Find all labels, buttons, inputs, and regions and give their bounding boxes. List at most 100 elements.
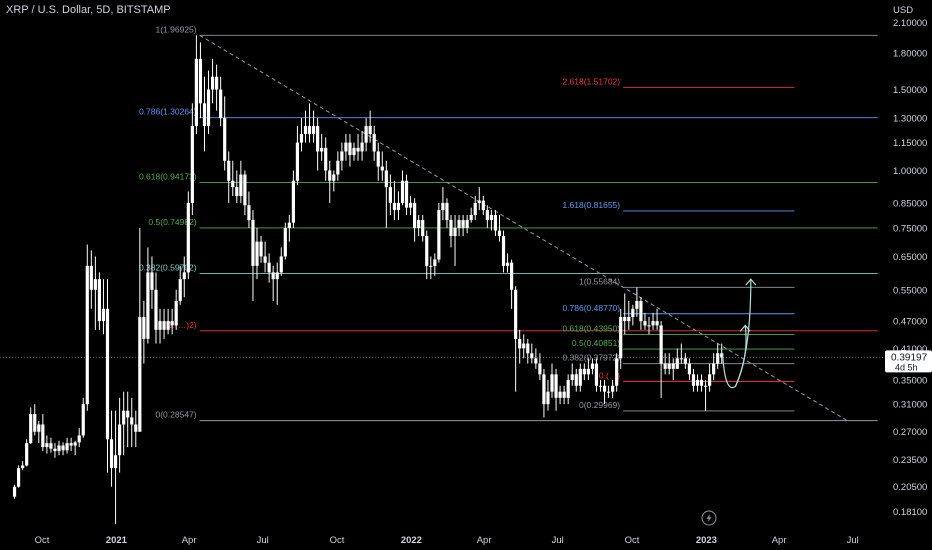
candle	[336, 151, 340, 181]
candle-body	[174, 300, 178, 326]
candle	[198, 42, 203, 119]
candle-body	[550, 374, 554, 392]
candle-body	[481, 200, 485, 211]
candle-body	[703, 385, 708, 387]
candle-body	[501, 236, 506, 266]
candle	[578, 363, 582, 392]
candle-body	[400, 180, 405, 203]
candle	[231, 160, 235, 196]
fib-level-label: 0.382(0.59702)	[139, 262, 197, 272]
candle-body	[186, 202, 190, 273]
candle-body	[453, 227, 457, 237]
y-tick-label: 0.27000	[893, 427, 927, 438]
fib-retracement-major[interactable]: 1(1.96925) 0.786(1.30264) 0.618(0.94173) 0.…	[139, 24, 878, 422]
candle	[449, 215, 453, 248]
candle	[93, 256, 97, 330]
candle-body	[598, 385, 603, 387]
candle-body	[376, 151, 380, 167]
lightning-icon[interactable]	[701, 510, 717, 526]
candle-body	[259, 241, 263, 257]
candle	[469, 207, 473, 223]
candle	[16, 465, 21, 488]
candle-body	[231, 180, 235, 188]
candle-body	[109, 439, 114, 469]
candle-body	[320, 147, 324, 152]
candle	[651, 312, 655, 330]
candle	[219, 76, 223, 126]
candle-body	[477, 200, 481, 203]
candle-body	[267, 262, 271, 273]
candle	[77, 428, 81, 448]
candle	[21, 461, 25, 470]
candle	[400, 170, 405, 206]
candle	[263, 241, 267, 273]
candle	[12, 484, 17, 499]
candle	[611, 379, 615, 398]
candle-body	[489, 215, 493, 221]
y-tick-label: 0.47000	[893, 317, 927, 328]
candle	[445, 198, 449, 228]
candle	[178, 265, 182, 305]
candle-body	[227, 160, 231, 181]
candle-body	[546, 391, 550, 405]
candle	[558, 385, 562, 405]
candle	[720, 343, 724, 364]
candle	[348, 134, 352, 167]
candle	[376, 142, 380, 181]
candle	[606, 385, 611, 398]
candle	[392, 180, 397, 221]
candle-body	[166, 321, 170, 330]
candle-body	[150, 272, 154, 290]
candle-body	[505, 262, 510, 266]
candle	[667, 353, 671, 375]
candle	[542, 368, 546, 418]
y-axis-currency: USD	[893, 5, 913, 16]
candle-body	[206, 89, 211, 126]
candle	[404, 174, 409, 216]
candle-body	[170, 321, 174, 326]
candle-body	[178, 279, 182, 301]
candle-body	[324, 147, 328, 171]
candle	[384, 160, 388, 228]
candle-body	[639, 300, 643, 322]
y-axis-ticks: 2.10000 1.80000 1.50000 1.30000 1.15000 1.000…	[893, 18, 927, 518]
candle	[316, 118, 320, 171]
candle	[497, 215, 502, 242]
candle-body	[328, 170, 332, 181]
projection-arrows[interactable]	[721, 278, 757, 389]
fib-level-label: 0.786(0.48770)	[562, 303, 620, 313]
fib-level-label: 0.618(0.94173)	[139, 171, 197, 181]
candle	[109, 410, 114, 487]
candle-body	[606, 391, 611, 393]
candle	[485, 205, 489, 228]
candle-body	[77, 435, 81, 443]
y-tick-label: 0.35000	[893, 375, 927, 386]
candle-body	[558, 391, 562, 398]
x-tick-label: 2022	[401, 535, 422, 546]
candle	[235, 170, 239, 203]
candle-body	[275, 272, 279, 280]
candle-body	[708, 374, 712, 386]
candle	[142, 300, 146, 364]
candle	[364, 118, 368, 152]
candle-body	[716, 353, 720, 364]
candle	[695, 374, 700, 392]
candle	[691, 368, 696, 392]
candle-body	[291, 180, 295, 223]
candle	[408, 195, 413, 216]
candle-body	[538, 363, 542, 375]
candle-body	[413, 202, 417, 228]
candle-body	[611, 385, 615, 392]
candle-body	[299, 134, 304, 143]
candle	[194, 35, 198, 135]
candle-body	[348, 142, 352, 156]
candle-body	[671, 363, 675, 369]
candle	[271, 265, 275, 301]
candle-body	[594, 363, 599, 386]
candle-body	[69, 443, 73, 446]
fib-retracement-minor[interactable]: 2.618(1.51702) 1.618(0.81655) 1(0.55684) 0.…	[562, 76, 795, 412]
candle	[461, 215, 465, 237]
candle-body	[311, 125, 316, 135]
candle-body	[271, 272, 275, 280]
